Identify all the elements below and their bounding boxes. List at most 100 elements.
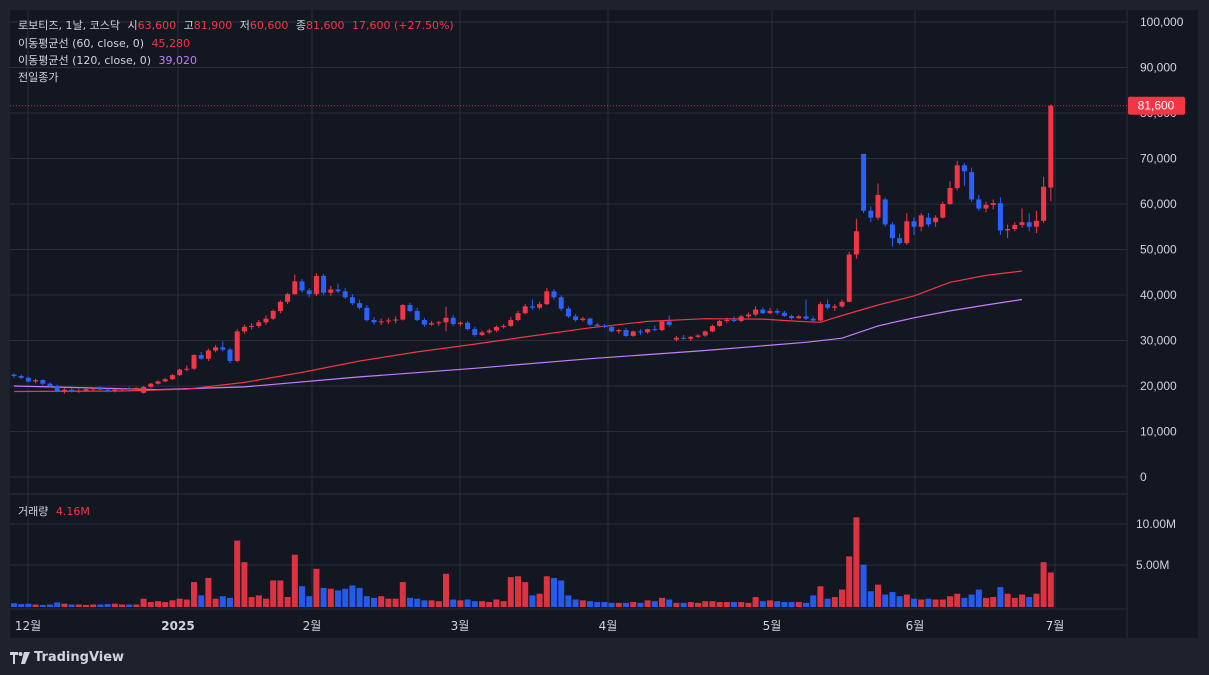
ma60-value: 45,280 — [151, 37, 191, 50]
candle-body — [1041, 186, 1047, 221]
candle-body — [681, 337, 687, 339]
volume-bar — [666, 599, 673, 607]
time-axis[interactable]: 12월 2025 2월 3월 4월 5월 6월 7월 — [15, 619, 1065, 633]
volume-bar — [623, 602, 629, 607]
candle-body — [897, 238, 903, 244]
volume-bar — [810, 595, 817, 607]
candle-body — [328, 289, 334, 293]
candle-body — [1033, 220, 1039, 227]
volume-bar — [515, 576, 521, 607]
candle-body — [54, 386, 60, 392]
candle-body — [537, 304, 543, 308]
volume-bar — [479, 601, 485, 607]
prev-close-legend[interactable]: 전일종가 — [18, 71, 62, 85]
candle-body — [421, 320, 427, 325]
volume-bar — [975, 589, 982, 607]
volume-bar — [356, 587, 363, 607]
candle-body — [933, 217, 939, 223]
candle-body — [522, 306, 528, 314]
volume-bar — [147, 602, 154, 607]
close-label: 종 — [295, 19, 306, 32]
volume-bar — [918, 599, 925, 607]
volume-bar — [378, 596, 385, 607]
volume-bar — [745, 602, 752, 607]
open-label: 시 — [127, 19, 138, 32]
volume-bar — [817, 586, 824, 607]
candle-body — [738, 316, 744, 321]
volume-legend[interactable]: 거래량 4.16M — [18, 505, 94, 519]
volume-bar — [90, 604, 97, 607]
candle-body — [515, 313, 521, 321]
tradingview-brand: TradingView — [34, 650, 125, 665]
volume-bar — [61, 603, 68, 607]
time-tick-label: 6월 — [906, 619, 925, 633]
candle-body — [285, 294, 291, 302]
volume-axis[interactable]: 10.00M 5.00M — [1136, 517, 1176, 572]
candle-body — [414, 310, 420, 321]
volume-bar — [119, 604, 125, 607]
volume-bar — [889, 592, 896, 607]
volume-bar — [788, 602, 795, 607]
candle-body — [457, 322, 463, 325]
candle-body — [169, 375, 175, 380]
volume-bar — [961, 597, 968, 607]
ma60-line — [13, 270, 1023, 393]
price-tick-label: 30,000 — [1140, 334, 1177, 348]
volume-bar — [299, 586, 305, 607]
candle-body — [709, 325, 715, 332]
candle-body — [342, 291, 348, 298]
candle-body — [810, 318, 816, 321]
candle-body — [594, 324, 600, 326]
candle-body — [918, 215, 924, 227]
candle-body — [508, 320, 514, 326]
ma120-label: 이동평균선 (120, close, 0) — [18, 54, 151, 67]
volume-bar — [702, 601, 709, 607]
volume-bar — [990, 597, 997, 607]
volume-bar — [911, 598, 917, 607]
candle-body — [1005, 229, 1011, 231]
volume-bar — [767, 600, 773, 607]
candle-body — [1019, 222, 1025, 225]
candle-body — [241, 326, 247, 332]
volume-bar — [601, 602, 608, 607]
volume-bar — [522, 582, 529, 607]
volume-bar — [723, 602, 730, 607]
ma120-legend[interactable]: 이동평균선 (120, close, 0) 39,020 — [18, 54, 201, 68]
candle-body — [40, 380, 46, 384]
candle-body — [868, 210, 874, 218]
candle-body — [177, 369, 183, 376]
volume-bars — [11, 517, 1054, 607]
volume-bar — [644, 600, 651, 607]
volume-bar — [327, 588, 334, 607]
volume-bar — [140, 598, 147, 607]
volume-bar — [68, 604, 75, 607]
candle-body — [846, 254, 852, 302]
candle-body — [97, 388, 103, 390]
tradingview-logo[interactable]: TradingView — [10, 650, 124, 665]
time-tick-label: 12월 — [15, 619, 41, 633]
volume-tick-label: 10.00M — [1136, 517, 1176, 531]
candle-body — [666, 321, 672, 326]
volume-bar — [875, 584, 881, 607]
price-tick-label: 70,000 — [1140, 152, 1177, 166]
price-tick-label: 40,000 — [1140, 288, 1177, 302]
candle-body — [861, 153, 867, 211]
candle-body — [825, 304, 831, 308]
volume-bar — [414, 598, 421, 607]
candle-body — [969, 172, 975, 200]
symbol-name[interactable]: 로보티즈, 1날, 코스닥 — [18, 19, 120, 32]
chart-background — [10, 10, 1198, 638]
ma60-legend[interactable]: 이동평균선 (60, close, 0) 45,280 — [18, 37, 194, 51]
volume-bar — [486, 602, 493, 607]
volume-bar — [839, 589, 845, 607]
candle-body — [349, 297, 355, 304]
volume-bar — [968, 594, 975, 607]
volume-bar — [637, 602, 644, 607]
volume-bar — [83, 604, 89, 607]
price-tick-label: 20,000 — [1140, 379, 1177, 393]
candle-body — [112, 389, 118, 392]
candle-body — [760, 309, 766, 314]
time-tick-label: 5월 — [763, 619, 782, 633]
candle-body — [90, 388, 96, 390]
